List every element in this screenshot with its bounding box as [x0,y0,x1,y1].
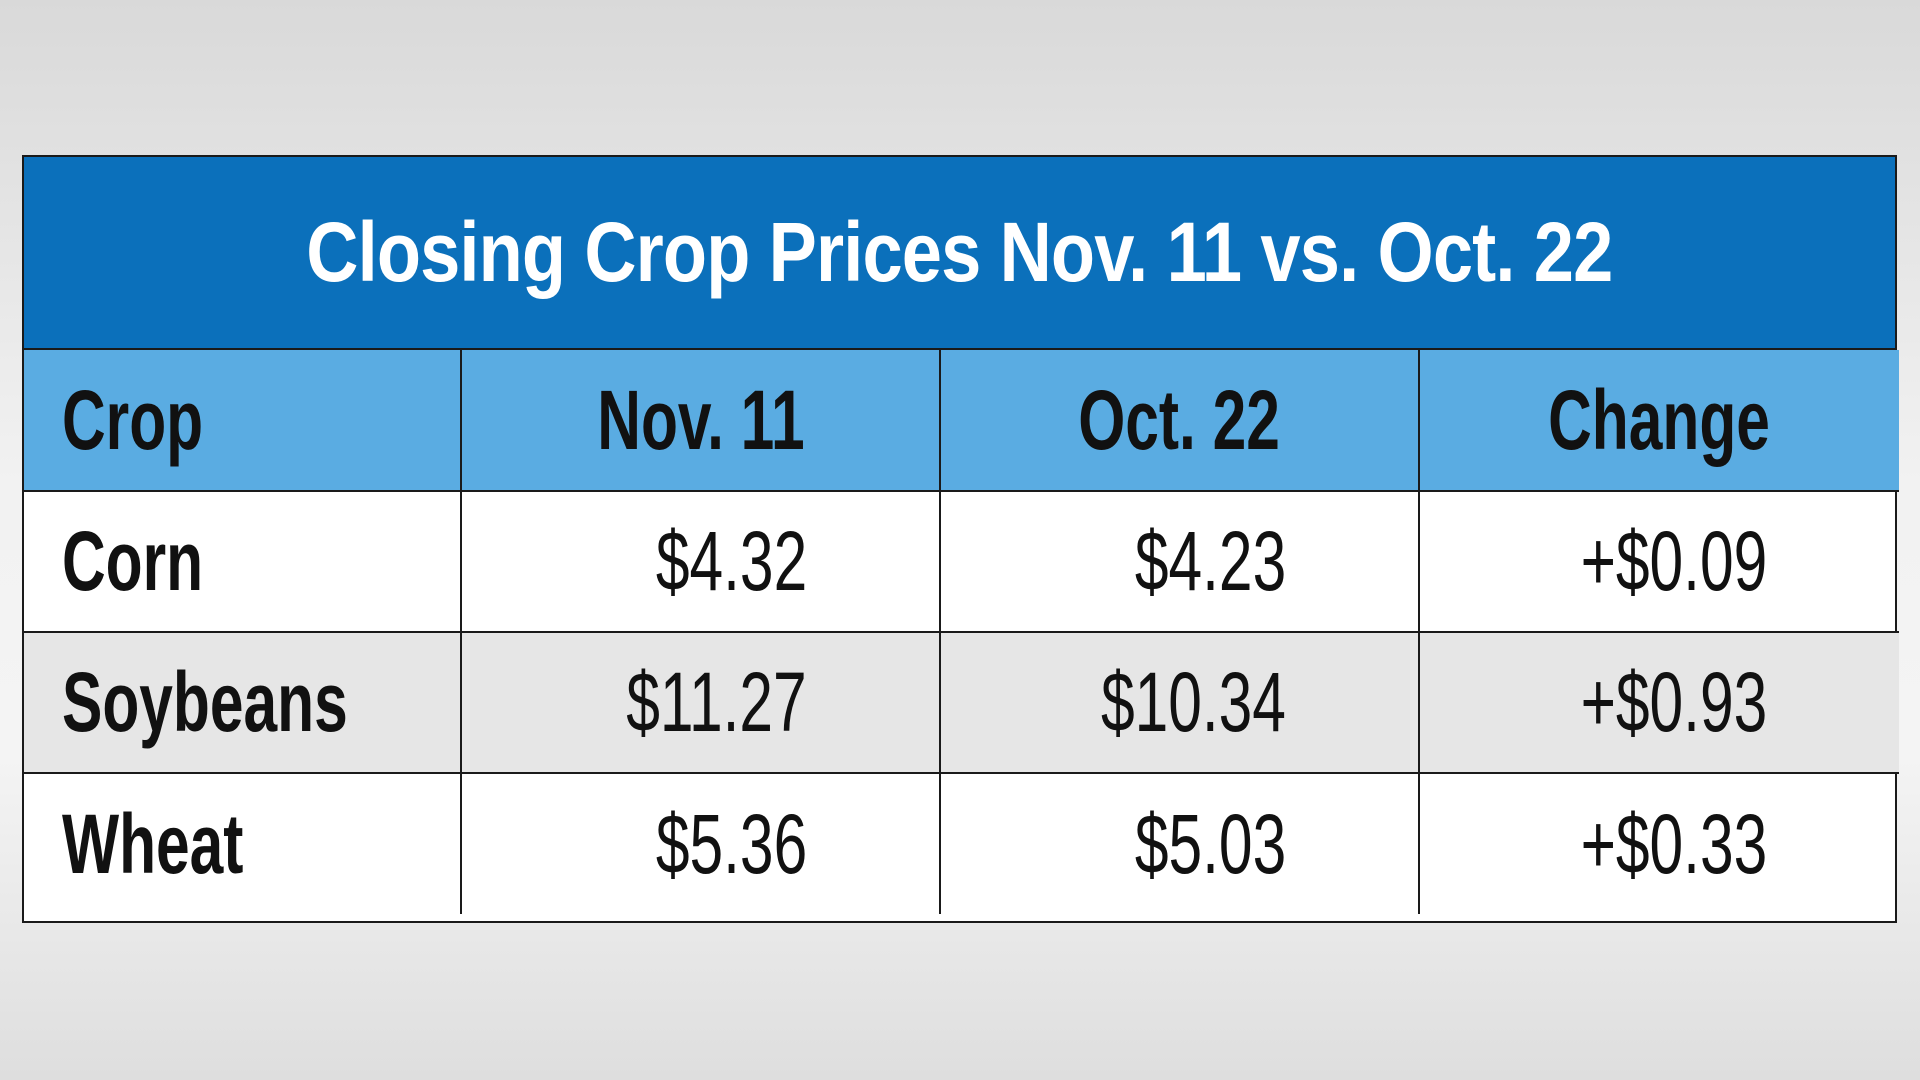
price-cell: $10.34 [939,631,1420,774]
table-row: Soybeans $11.27 $10.34 +$0.93 [24,631,1899,774]
crop-name-text: Corn [62,514,204,608]
price-cell: +$0.93 [1418,631,1899,774]
price-cell-text: $5.03 [1134,796,1286,891]
price-cell-text: +$0.93 [1580,655,1767,749]
price-table-card: Closing Crop Prices Nov. 11 vs. Oct. 22 … [22,155,1899,923]
title-band: Closing Crop Prices Nov. 11 vs. Oct. 22 [24,157,1895,350]
crop-name-text: Wheat [62,796,244,891]
crop-name-text: Soybeans [62,655,348,749]
price-cell: $5.36 [460,772,941,914]
column-header: Change [1418,350,1899,492]
price-cell: +$0.33 [1418,772,1899,914]
price-cell-text: $5.36 [655,796,807,891]
price-cell: +$0.09 [1418,491,1899,633]
price-cell: $4.23 [939,491,1420,633]
column-header-text: Crop [62,372,204,467]
column-header: Crop [24,350,462,492]
table-body: Corn $4.32 $4.23 +$0.09 Soybeans $11.27 $10.34… [24,491,1899,914]
price-cell-text: $4.32 [655,514,807,608]
price-cell: $11.27 [460,631,941,774]
table-title: Closing Crop Prices Nov. 11 vs. Oct. 22 [306,205,1613,299]
price-cell: $4.32 [460,491,941,633]
price-cell-text: $4.23 [1134,514,1286,608]
price-cell-text: $11.27 [626,655,807,749]
crop-name: Wheat [24,772,462,914]
price-cell-text: $10.34 [1101,655,1286,749]
crop-name: Soybeans [24,631,462,774]
price-cell-text: +$0.09 [1580,514,1767,608]
price-cell-text: +$0.33 [1580,796,1767,891]
table-row: Corn $4.32 $4.23 +$0.09 [24,491,1899,633]
crop-name: Corn [24,491,462,633]
column-header: Oct. 22 [939,350,1420,492]
table-row: Wheat $5.36 $5.03 +$0.33 [24,772,1899,914]
column-header-text: Change [1548,372,1771,467]
header-row: Crop Nov. 11 Oct. 22 Change [24,350,1899,492]
column-header-text: Oct. 22 [1078,372,1281,467]
price-table: Crop Nov. 11 Oct. 22 Change Corn $4.32 $4.23 +… [24,350,1899,914]
column-header-text: Nov. 11 [596,372,805,467]
column-header: Nov. 11 [460,350,941,492]
price-cell: $5.03 [939,772,1420,914]
